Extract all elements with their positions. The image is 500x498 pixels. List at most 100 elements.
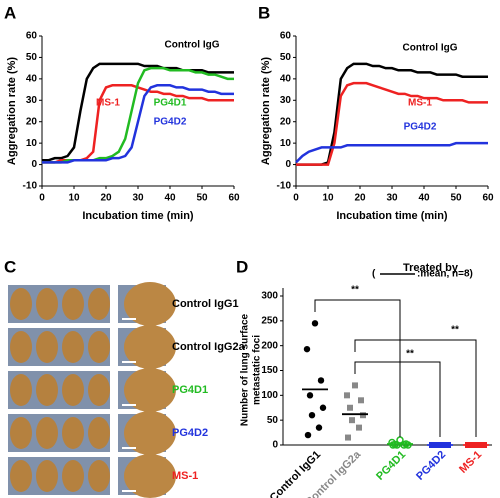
lung [10,331,32,363]
y-tick-label: 10 [280,138,292,149]
lung [88,374,110,406]
series-label: PG4D1 [154,98,187,109]
lung [36,417,58,449]
note: :mean, n=8) [417,269,473,280]
significance: ** [406,349,414,360]
x-tick-label: 50 [450,193,462,204]
series-label: PG4D2 [154,117,187,128]
series-line [42,62,234,162]
note: ( [372,269,376,280]
y-tick-label: 0 [285,159,291,170]
row-label: MS-1 [172,470,198,482]
y-tick-label: 60 [280,31,292,42]
row-label: Control IgG2a [172,341,246,353]
point [400,441,408,449]
lung [88,288,110,320]
y-tick-label: 100 [261,390,278,401]
row-label: Control IgG1 [172,298,239,310]
y-tick-label: 60 [26,31,38,42]
series-label: PG4D2 [404,122,437,133]
series-line [42,84,234,164]
row-label: PG4D2 [172,427,208,439]
y-tick-label: -10 [277,181,292,192]
point [345,434,351,441]
x-tick-label: 20 [100,193,112,204]
y-axis-label: Number of lung surface [240,313,251,426]
y-tick-label: 10 [26,138,38,149]
lung-zoom [124,282,176,326]
panel-label: D [236,257,248,276]
y-tick-label: 200 [261,340,278,351]
x-tick-label: PG4D2 [414,449,448,483]
lung [10,288,32,320]
lung [36,331,58,363]
x-tick-label: 10 [68,193,80,204]
point [404,441,412,449]
point [389,441,397,449]
y-tick-label: 50 [26,52,38,63]
panel-label: B [258,3,270,22]
lung-zoom [124,411,176,455]
y-tick-label: 40 [280,73,292,84]
significance: ** [451,325,459,336]
y-tick-label: 250 [261,315,278,326]
y-tick-label: 50 [267,415,279,426]
x-tick-label: MS-1 [457,449,484,476]
x-tick-label: 50 [196,193,208,204]
x-tick-label: 20 [354,193,366,204]
point [349,417,355,424]
axes [41,36,234,187]
x-tick-label: 40 [164,193,176,204]
lung-zoom [124,454,176,498]
point [360,412,366,419]
point [304,431,312,439]
y-axis-label: Aggregation rate (%) [260,57,272,166]
series-line [295,141,488,164]
point [356,424,362,431]
y-tick-label: 300 [261,291,278,302]
point [344,392,350,399]
x-tick-label: 10 [322,193,334,204]
series-line [296,62,488,166]
y-tick-label: -10 [23,181,38,192]
point [358,397,364,404]
point [303,345,311,353]
series-label: MS-1 [408,98,432,109]
y-tick-label: 150 [261,365,278,376]
series-line [296,81,488,166]
panel-label: A [4,3,16,22]
y-tick-label: 50 [280,52,292,63]
x-tick-label: 40 [418,193,430,204]
x-tick-label: 30 [386,193,398,204]
lung-zoom [124,368,176,412]
y-tick-label: 0 [272,440,278,451]
x-axis-label: Incubation time (min) [336,210,448,222]
point [393,441,401,449]
x-tick-label: 0 [293,193,299,204]
series-label: Control IgG [165,40,220,51]
lung [10,417,32,449]
bracket [354,361,441,437]
x-tick-label: 30 [132,193,144,204]
significance: ** [351,285,359,296]
bracket [354,339,477,437]
point [308,412,316,419]
y-axis-label: Aggregation rate (%) [6,57,18,166]
lung [88,331,110,363]
x-tick-label: 60 [228,193,240,204]
series-label: Control IgG [403,43,458,54]
x-tick-label: 60 [482,193,494,204]
y-axis-label: metastatic foci [252,335,263,405]
point [319,404,327,411]
lung [62,460,84,492]
lung [62,331,84,363]
heading: Treated by [403,262,459,274]
point [306,392,314,399]
lung [36,288,58,320]
series-label: MS-1 [96,98,120,109]
lung-zoom [124,325,176,369]
point [311,320,319,327]
x-tick-label: PG4D1 [374,449,408,483]
point [315,424,323,431]
